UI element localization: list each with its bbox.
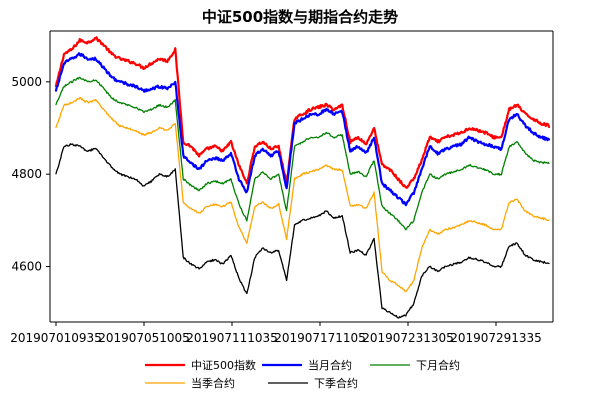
series-line-2	[55, 76, 550, 231]
series-line-3	[55, 96, 550, 293]
axes-layer: 4600480050002019070109352019070510052019…	[10, 30, 554, 345]
legend-label-2: 下月合约	[416, 358, 460, 372]
series-line-0	[54, 36, 551, 189]
x-tick-label: 201907291335	[450, 331, 542, 345]
y-tick-label: 4800	[11, 167, 42, 181]
series-line-1	[54, 52, 551, 207]
legend-label-3: 当季合约	[191, 376, 235, 390]
series-line-4	[55, 143, 550, 319]
legend-label-4: 下季合约	[314, 376, 358, 390]
y-tick-label: 5000	[11, 75, 42, 89]
x-tick-label: 201907111035	[186, 331, 278, 345]
legend-label-1: 当月合约	[308, 358, 352, 372]
legend-label-0: 中证500指数	[191, 358, 256, 372]
plot-layer	[54, 36, 551, 319]
x-tick-label: 201907231305	[362, 331, 454, 345]
x-tick-label: 201907010935	[10, 331, 102, 345]
x-tick-label: 201907171105	[274, 331, 366, 345]
y-tick-label: 4600	[11, 260, 42, 274]
chart-title: 中证500指数与期指合约走势	[202, 8, 398, 26]
x-tick-label: 201907051005	[98, 331, 190, 345]
